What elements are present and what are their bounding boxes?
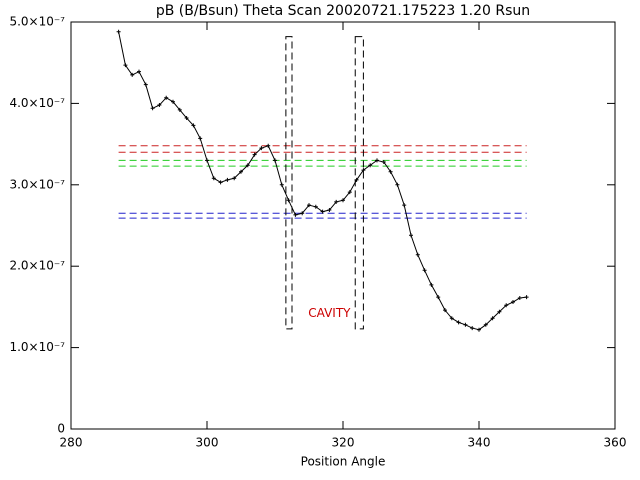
cavity-box (354, 36, 364, 330)
data-point (218, 180, 223, 185)
annotation: CAVITY (308, 306, 351, 320)
data-point (490, 316, 495, 321)
data-point (164, 95, 169, 100)
data-point (327, 208, 332, 213)
data-point (483, 322, 488, 327)
chart-title: pB (B/Bsun) Theta Scan 20020721.175223 1… (156, 3, 530, 19)
data-point (395, 182, 400, 187)
data-point (123, 63, 128, 68)
data-point (150, 106, 155, 111)
data-point (171, 99, 175, 104)
data-point (429, 282, 434, 287)
data-point (225, 177, 230, 182)
data-point (354, 177, 359, 182)
data-point (293, 212, 298, 217)
data-point (177, 107, 182, 112)
data-point (259, 146, 264, 151)
data-point (463, 322, 468, 327)
data-point (388, 169, 393, 174)
data-point (368, 163, 373, 168)
data-line (118, 31, 527, 331)
data-point (245, 163, 250, 168)
data-point (477, 327, 481, 332)
data-point (361, 168, 366, 173)
data-point (504, 303, 509, 308)
y-tick-label: 5.0×10⁻⁷ (9, 15, 65, 29)
data-point (266, 143, 271, 148)
data-point (511, 300, 515, 305)
data-point (191, 123, 196, 128)
y-tick-label: 3.0×10⁻⁷ (9, 177, 65, 191)
y-tick-label: 4.0×10⁻⁷ (9, 96, 65, 110)
data-point (211, 176, 216, 181)
data-point (279, 182, 284, 187)
data-point (436, 295, 441, 300)
data-point (143, 82, 148, 87)
x-tick-label: 340 (468, 436, 491, 450)
data-point (456, 320, 461, 325)
data-point (198, 136, 203, 141)
data-point (470, 326, 475, 331)
plot-frame (70, 21, 616, 430)
data-point (375, 158, 379, 163)
data-point (116, 29, 121, 34)
data-point (307, 203, 311, 208)
data-point (137, 69, 141, 74)
y-tick-label: 2.0×10⁻⁷ (9, 259, 65, 273)
y-tick-label: 1.0×10⁻⁷ (9, 340, 65, 354)
data-point (232, 176, 237, 181)
data-point (130, 72, 135, 77)
data-point (273, 158, 277, 163)
data-point (341, 198, 345, 203)
data-point (415, 252, 420, 257)
x-tick-label: 300 (196, 436, 219, 450)
data-point (443, 308, 447, 313)
data-point (300, 211, 305, 216)
data-point (184, 116, 189, 121)
data-point (239, 169, 243, 174)
x-tick-label: 320 (332, 436, 355, 450)
data-point (347, 190, 352, 195)
data-point (402, 203, 407, 208)
data-point (252, 152, 257, 157)
data-point (205, 158, 209, 163)
x-tick-label: 280 (60, 436, 83, 450)
data-point (524, 295, 529, 300)
y-tick-label: 0 (57, 422, 65, 436)
data-point (449, 316, 454, 321)
data-point (497, 309, 502, 314)
data-point (157, 103, 162, 108)
data-point (517, 295, 522, 300)
cavity-box (285, 36, 293, 330)
x-axis-label: Position Angle (301, 455, 386, 469)
data-point (381, 160, 386, 165)
data-point (422, 268, 427, 273)
data-point (320, 209, 325, 214)
data-point (313, 204, 318, 209)
data-point (334, 199, 339, 204)
data-point (409, 233, 413, 238)
data-point (286, 198, 291, 203)
x-tick-label: 360 (604, 436, 627, 450)
